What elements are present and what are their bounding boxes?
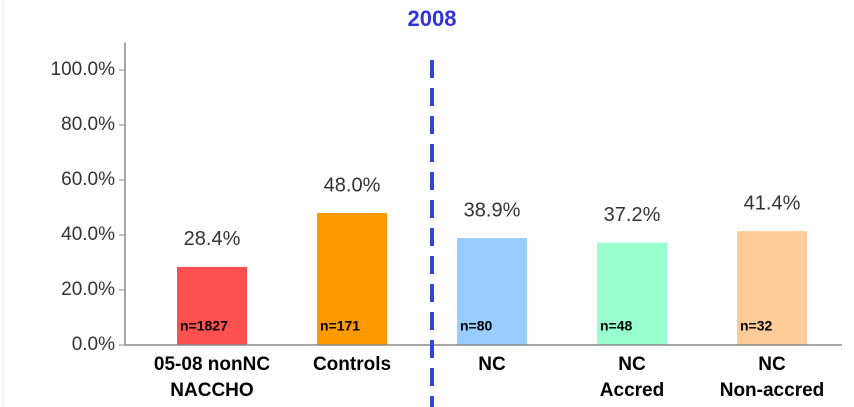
bar <box>597 242 667 345</box>
bar <box>317 213 387 345</box>
y-tick-label: 100.0% <box>51 59 116 80</box>
chart-title: 2008 <box>408 6 457 31</box>
bar <box>457 238 527 345</box>
y-tick-label: 20.0% <box>61 279 115 300</box>
x-tick-label: 05-08 nonNC NACCHO <box>153 354 271 401</box>
y-tick-label: 0.0% <box>72 334 115 355</box>
bar <box>737 231 807 345</box>
n-label: n=1827 <box>180 318 228 334</box>
x-tick-label: Controls <box>312 354 392 375</box>
value-label: 41.4% <box>744 192 801 214</box>
y-tick-label: 40.0% <box>61 224 115 245</box>
x-tick-label: NC <box>478 354 506 375</box>
y-tick-label: 80.0% <box>61 114 115 135</box>
bar <box>177 266 247 345</box>
x-tick-label: NC Accred <box>599 354 665 401</box>
value-label: 38.9% <box>464 199 521 221</box>
n-label: n=32 <box>740 318 773 334</box>
n-label: n=48 <box>600 318 633 334</box>
x-tick-label: NC Non-accred <box>719 354 825 401</box>
value-label: 37.2% <box>604 204 661 226</box>
n-label: n=80 <box>460 318 493 334</box>
y-tick-label: 60.0% <box>61 169 115 190</box>
value-label: 48.0% <box>324 174 381 196</box>
value-label: 28.4% <box>184 228 241 250</box>
n-label: n=171 <box>320 318 360 334</box>
